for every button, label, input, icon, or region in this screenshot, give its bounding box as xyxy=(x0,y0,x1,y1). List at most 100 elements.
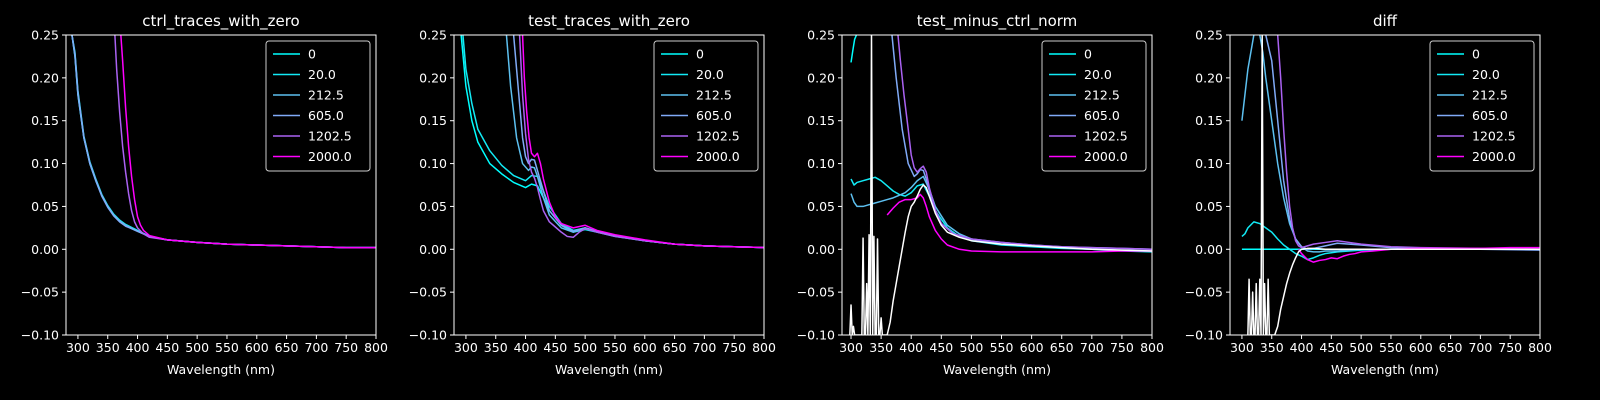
legend-entry: 1202.5 xyxy=(1084,129,1128,144)
y-tick-label: 0.25 xyxy=(419,28,447,43)
legend-entry: 0 xyxy=(308,47,316,62)
charts: ctrl_traces_with_zero 300 350 400 450 500 550 6… xyxy=(21,12,1552,377)
x-tick-label: 650 xyxy=(1050,340,1074,355)
y-tick-label: 0.20 xyxy=(31,70,59,85)
x-tick-label: 500 xyxy=(185,340,209,355)
y-tick-label: −0.10 xyxy=(21,328,59,343)
x-tick-label: 750 xyxy=(722,340,746,355)
series-line-5 xyxy=(120,35,376,249)
legend: 0 20.0 212.5 605.0 1202.5 2000.0 xyxy=(1429,40,1535,172)
x-tick-label: 350 xyxy=(1260,340,1284,355)
plot-frame xyxy=(1229,34,1541,336)
x-tick-label: 500 xyxy=(959,340,983,355)
legend-entry: 20.0 xyxy=(308,67,336,82)
y-tick-label: 0.05 xyxy=(1195,199,1223,214)
series-line-5 xyxy=(886,193,1152,253)
legend-entry: 605.0 xyxy=(1084,108,1120,123)
legend-entry: 2000.0 xyxy=(1472,149,1516,164)
x-tick-label: 350 xyxy=(869,340,893,355)
legend-entry: 605.0 xyxy=(696,108,732,123)
x-tick-label: 400 xyxy=(126,340,150,355)
legend-entry: 1202.5 xyxy=(1472,129,1516,144)
series-lines xyxy=(1241,35,1540,335)
legend: 0 20.0 212.5 605.0 1202.5 2000.0 xyxy=(265,40,371,172)
series-line-0 xyxy=(850,35,858,63)
y-tick-label: 0.05 xyxy=(419,199,447,214)
y-tick-label: 0.20 xyxy=(807,70,835,85)
x-tick-label: 400 xyxy=(1290,340,1314,355)
x-tick-label: 750 xyxy=(334,340,358,355)
legend-entry: 20.0 xyxy=(1472,67,1500,82)
series-line-6 xyxy=(1247,35,1540,335)
plot-frame xyxy=(453,34,765,336)
series-line-5 xyxy=(1297,246,1540,263)
plot-frame xyxy=(65,34,377,336)
x-tick-label: 550 xyxy=(603,340,627,355)
x-tick-label: 300 xyxy=(1230,340,1254,355)
series-line-5 xyxy=(521,35,764,249)
chart-4: diff 300 350 400 450 500 550 600 650 700 750 800 −0.… xyxy=(1185,12,1552,377)
x-tick-label: 350 xyxy=(96,340,120,355)
legend-box xyxy=(1429,40,1535,172)
x-tick-label: 300 xyxy=(839,340,863,355)
legend-entry: 2000.0 xyxy=(308,149,352,164)
x-tick-label: 450 xyxy=(543,340,567,355)
y-tick-label: 0.10 xyxy=(31,156,59,171)
x-tick-label: 450 xyxy=(1319,340,1343,355)
x-tick-label: 400 xyxy=(514,340,538,355)
x-tick-label: 800 xyxy=(1528,340,1552,355)
x-tick-label: 650 xyxy=(1439,340,1463,355)
y-tick-label: 0.20 xyxy=(419,70,447,85)
legend: 0 20.0 212.5 605.0 1202.5 2000.0 xyxy=(653,40,759,172)
y-tick-label: −0.05 xyxy=(409,285,447,300)
x-tick-label: 700 xyxy=(1468,340,1492,355)
legend-entry: 20.0 xyxy=(696,67,724,82)
legend-entry: 0 xyxy=(1084,47,1092,62)
y-tick-label: −0.10 xyxy=(797,328,835,343)
y-tick-label: 0.00 xyxy=(1195,242,1223,257)
legend-entry: 1202.5 xyxy=(308,129,352,144)
x-tick-label: 600 xyxy=(245,340,269,355)
x-tick-label: 700 xyxy=(304,340,328,355)
x-tick-label: 550 xyxy=(990,340,1014,355)
x-tick-label: 350 xyxy=(484,340,508,355)
x-tick-label: 600 xyxy=(1020,340,1044,355)
x-tick-label: 300 xyxy=(454,340,478,355)
legend-box xyxy=(265,40,371,172)
x-tick-label: 650 xyxy=(663,340,687,355)
y-tick-label: 0.15 xyxy=(31,113,59,128)
y-tick-label: −0.05 xyxy=(21,285,59,300)
series-line-4 xyxy=(1276,35,1540,251)
series-lines xyxy=(460,35,764,249)
legend-entry: 1202.5 xyxy=(696,129,740,144)
chart-3: test_minus_ctrl_norm 300 350 400 450 500 550 60… xyxy=(797,12,1164,377)
y-tick-label: 0.00 xyxy=(807,242,835,257)
legend-entry: 2000.0 xyxy=(1084,149,1128,164)
legend-entry: 212.5 xyxy=(696,88,732,103)
legend-entry: 0 xyxy=(696,47,704,62)
y-tick-label: 0.10 xyxy=(807,156,835,171)
y-tick-label: −0.10 xyxy=(409,328,447,343)
x-tick-label: 650 xyxy=(275,340,299,355)
series-lines xyxy=(71,35,376,249)
y-tick-label: −0.05 xyxy=(797,285,835,300)
x-tick-label: 600 xyxy=(1409,340,1433,355)
x-tick-label: 600 xyxy=(633,340,657,355)
x-tick-label: 700 xyxy=(1080,340,1104,355)
x-tick-label: 800 xyxy=(364,340,388,355)
y-tick-label: 0.15 xyxy=(807,113,835,128)
legend: 0 20.0 212.5 605.0 1202.5 2000.0 xyxy=(1041,40,1147,172)
chart-title: ctrl_traces_with_zero xyxy=(142,12,299,31)
legend-entry: 605.0 xyxy=(308,108,344,123)
y-tick-label: 0.20 xyxy=(1195,70,1223,85)
y-tick-label: 0.00 xyxy=(419,242,447,257)
y-tick-label: 0.25 xyxy=(807,28,835,43)
legend-entry: 20.0 xyxy=(1084,67,1112,82)
legend-box xyxy=(1041,40,1147,172)
series-line-1 xyxy=(850,176,1152,253)
y-tick-label: 0.05 xyxy=(31,199,59,214)
legend-entry: 605.0 xyxy=(1472,108,1508,123)
series-line-4 xyxy=(897,35,1152,251)
x-tick-label: 750 xyxy=(1498,340,1522,355)
y-tick-label: 0.25 xyxy=(1195,28,1223,43)
